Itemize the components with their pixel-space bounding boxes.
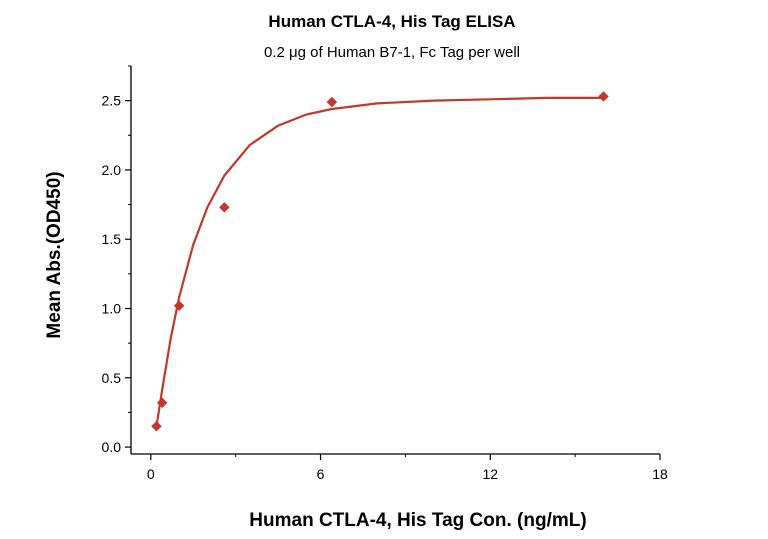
y-tick-label: 0.0 bbox=[102, 439, 122, 455]
data-points bbox=[151, 91, 609, 432]
x-axis-label: Human CTLA-4, His Tag Con. (ng/mL) bbox=[249, 510, 586, 531]
x-tick-label: 0 bbox=[147, 466, 155, 482]
data-point bbox=[173, 300, 185, 312]
fit-curve bbox=[155, 96, 605, 428]
data-point bbox=[326, 96, 338, 108]
data-point bbox=[151, 420, 162, 432]
y-tick-label: 1.5 bbox=[102, 231, 122, 247]
data-point bbox=[156, 397, 168, 409]
y-tick-label: 2.5 bbox=[102, 93, 122, 109]
chart-title: Human CTLA-4, His Tag ELISA bbox=[268, 12, 515, 31]
y-tick-label: 2.0 bbox=[102, 162, 122, 178]
chart-subtitle: 0.2 μg of Human B7-1, Fc Tag per well bbox=[264, 44, 520, 61]
data-point bbox=[598, 91, 609, 102]
y-axis-label: Mean Abs.(OD450) bbox=[44, 171, 65, 338]
axes bbox=[130, 66, 660, 455]
y-tick-label: 0.5 bbox=[102, 370, 122, 386]
x-tick-label: 6 bbox=[317, 466, 325, 482]
y-tick-label: 1.0 bbox=[102, 301, 122, 317]
data-point bbox=[218, 201, 230, 213]
x-tick-label: 12 bbox=[482, 466, 498, 482]
x-tick-label: 18 bbox=[652, 466, 668, 482]
fit-curve-group bbox=[155, 96, 605, 428]
ticks: 0.0 0.5 1.0 1.5 2.0 2.5 0 6 12 18 bbox=[102, 65, 668, 482]
